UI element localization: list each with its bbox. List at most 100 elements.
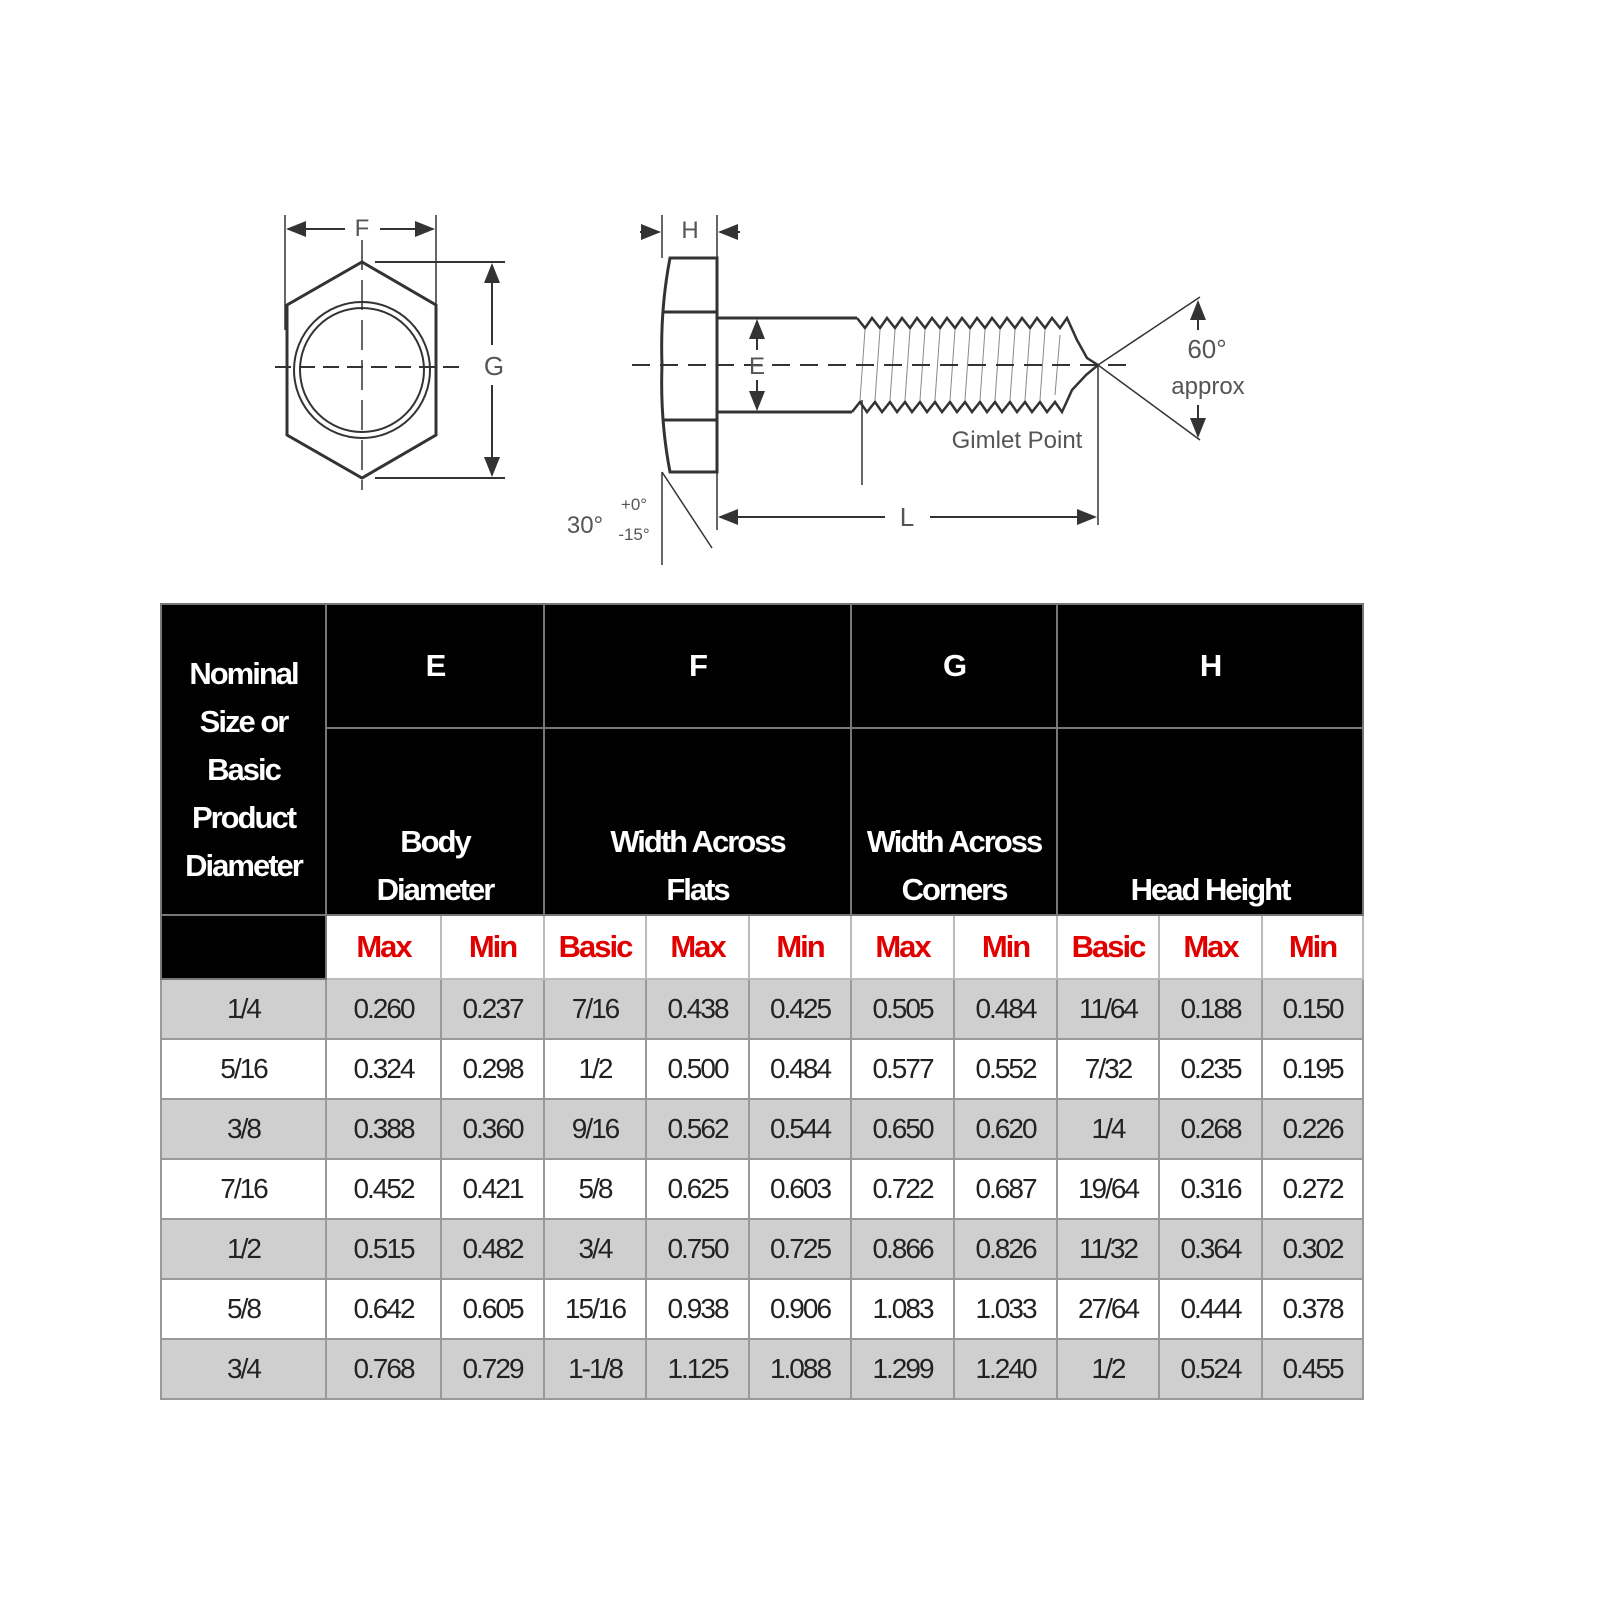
subheader: Min [748, 914, 852, 980]
header-g: G [850, 603, 1058, 729]
bolt-side-view [632, 215, 1206, 565]
lag-bolt-diagram: F G H E L 60° approx Gimlet Point 3 [275, 215, 1245, 565]
value-cell: 0.378 [1260, 1278, 1365, 1340]
value-cell: 0.552 [953, 1038, 1058, 1100]
header-width-across-corners: Width Across Corners [850, 727, 1058, 916]
value-cell: 0.482 [440, 1218, 545, 1280]
table-row: 1/4 0.260 0.237 7/16 0.438 0.425 0.505 0.484 11/… [160, 978, 1365, 1040]
header-text: Diameter [376, 872, 496, 907]
value-cell: 0.324 [325, 1038, 442, 1100]
value-cell: 19/64 [1056, 1158, 1160, 1220]
subheader: Basic [543, 914, 647, 980]
value-cell: 0.302 [1260, 1218, 1365, 1280]
value-cell: 0.500 [645, 1038, 750, 1100]
value-cell: 0.725 [748, 1218, 852, 1280]
table-body: 1/4 0.260 0.237 7/16 0.438 0.425 0.505 0.484 11/… [160, 978, 1365, 1400]
value-cell: 0.729 [440, 1338, 545, 1400]
header-text: Body [400, 824, 472, 859]
subheader: Min [1260, 914, 1365, 980]
table-row: 5/16 0.324 0.298 1/2 0.500 0.484 0.577 0.552 7/3… [160, 1038, 1365, 1100]
value-cell: 1.088 [748, 1338, 852, 1400]
header-e: E [325, 603, 545, 729]
table-row: 3/8 0.388 0.360 9/16 0.562 0.544 0.650 0.620 1/4… [160, 1098, 1365, 1160]
value-cell: 0.195 [1260, 1038, 1365, 1100]
value-cell: 0.938 [645, 1278, 750, 1340]
value-cell: 0.768 [325, 1338, 442, 1400]
value-cell: 0.237 [440, 978, 545, 1040]
value-cell: 0.272 [1260, 1158, 1365, 1220]
value-cell: 0.226 [1260, 1098, 1365, 1160]
value-cell: 0.421 [440, 1158, 545, 1220]
nominal-size-cell: 1/2 [160, 1218, 327, 1280]
value-cell: 0.605 [440, 1278, 545, 1340]
header-text: Basic [207, 751, 282, 787]
label-f: F [355, 215, 370, 242]
value-cell: 0.826 [953, 1218, 1058, 1280]
value-cell: 0.452 [325, 1158, 442, 1220]
value-cell: 0.444 [1158, 1278, 1263, 1340]
value-cell: 0.515 [325, 1218, 442, 1280]
subheader: Max [1158, 914, 1263, 980]
value-cell: 0.316 [1158, 1158, 1263, 1220]
value-cell: 0.722 [850, 1158, 955, 1220]
header-text: Product [191, 799, 297, 835]
table-row: 7/16 0.452 0.421 5/8 0.625 0.603 0.722 0.687 19/… [160, 1158, 1365, 1220]
value-cell: 0.505 [850, 978, 955, 1040]
subheader: Max [850, 914, 955, 980]
label-tol-minus: -15° [618, 525, 649, 544]
value-cell: 0.150 [1260, 978, 1365, 1040]
nominal-size-cell: 7/16 [160, 1158, 327, 1220]
value-cell: 0.524 [1158, 1338, 1263, 1400]
header-text: Width Across [610, 824, 786, 859]
header-text: Flats [666, 872, 730, 907]
value-cell: 0.388 [325, 1098, 442, 1160]
nominal-size-cell: 5/16 [160, 1038, 327, 1100]
value-cell: 0.625 [645, 1158, 750, 1220]
header-body-diameter: Body Diameter [325, 727, 545, 916]
value-cell: 0.866 [850, 1218, 955, 1280]
nominal-size-cell: 3/8 [160, 1098, 327, 1160]
value-cell: 0.484 [748, 1038, 852, 1100]
value-cell: 0.260 [325, 978, 442, 1040]
header-text: Corners [901, 872, 1009, 907]
value-cell: 1.299 [850, 1338, 955, 1400]
value-cell: 9/16 [543, 1098, 647, 1160]
label-h: H [681, 217, 698, 244]
label-l: L [900, 502, 914, 532]
label-tol-plus: +0° [621, 495, 647, 514]
hex-head-top-view [275, 215, 505, 490]
value-cell: 0.425 [748, 978, 852, 1040]
nominal-size-cell: 1/4 [160, 978, 327, 1040]
value-cell: 0.642 [325, 1278, 442, 1340]
label-gimlet-point: Gimlet Point [952, 427, 1083, 454]
table-row: 5/8 0.642 0.605 15/16 0.938 0.906 1.083 1.033 27… [160, 1278, 1365, 1340]
header-width-across-flats: Width Across Flats [543, 727, 852, 916]
subheader: Max [325, 914, 442, 980]
subheader: Min [440, 914, 545, 980]
value-cell: 1.125 [645, 1338, 750, 1400]
value-cell: 0.750 [645, 1218, 750, 1280]
value-cell: 0.188 [1158, 978, 1263, 1040]
value-cell: 1/4 [1056, 1098, 1160, 1160]
value-cell: 0.484 [953, 978, 1058, 1040]
value-cell: 0.544 [748, 1098, 852, 1160]
label-approx: approx [1171, 373, 1244, 400]
value-cell: 0.268 [1158, 1098, 1263, 1160]
value-cell: 1/2 [1056, 1338, 1160, 1400]
value-cell: 0.360 [440, 1098, 545, 1160]
value-cell: 3/4 [543, 1218, 647, 1280]
header-f: F [543, 603, 852, 729]
value-cell: 0.438 [645, 978, 750, 1040]
value-cell: 0.562 [645, 1098, 750, 1160]
value-cell: 0.235 [1158, 1038, 1263, 1100]
header-text: Diameter [185, 847, 304, 883]
header-h: H [1055, 603, 1365, 729]
header-text: Nominal [189, 655, 299, 691]
label-chamfer-angle: 30° [567, 512, 603, 539]
header-nominal-size: Nominal Size or Basic Product Diameter [160, 603, 327, 916]
header-head-height: Head Height [1055, 727, 1365, 916]
value-cell: 0.577 [850, 1038, 955, 1100]
dimensions-table: Nominal Size or Basic Product Diameter E… [160, 603, 1365, 1400]
value-cell: 27/64 [1056, 1278, 1160, 1340]
value-cell: 15/16 [543, 1278, 647, 1340]
